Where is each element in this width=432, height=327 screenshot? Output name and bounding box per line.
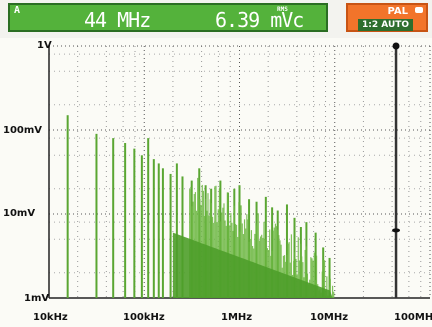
spectrum-bar	[214, 186, 216, 298]
spectrum-bar	[290, 234, 293, 298]
cursor-marker-top	[392, 42, 400, 50]
x-tick-label: 10MHz	[310, 312, 349, 323]
spectrum-bar	[255, 223, 257, 298]
spectrum-bar	[287, 243, 289, 298]
spectrum-bar	[233, 205, 235, 298]
spectrum-bar	[147, 138, 150, 298]
spectrum-bar	[256, 225, 258, 298]
channel-label: A	[14, 5, 21, 16]
spectrum-bar	[321, 271, 323, 298]
spectrum-bar	[243, 219, 246, 298]
spectrum-bar	[226, 192, 229, 298]
y-tick-label: 100mV	[3, 125, 43, 136]
spectrum-bar	[305, 246, 307, 298]
spectrum-bar	[297, 237, 299, 298]
spectrum-bar	[95, 133, 98, 298]
noise-floor	[172, 232, 333, 298]
spectrum-bar	[329, 278, 331, 298]
x-tick-label: 100kHz	[123, 312, 165, 323]
spectrum-bar	[274, 223, 277, 298]
spectrum-bar	[197, 177, 199, 298]
spectrum-bar	[140, 155, 143, 298]
spectrum-bar	[333, 291, 335, 298]
spectrum-bar	[322, 260, 325, 298]
spectrum-bar	[312, 260, 314, 298]
spectrum-bar	[331, 285, 334, 298]
spectrum-bar	[246, 214, 248, 298]
spectrum-bar	[273, 227, 275, 298]
spectrum-bar	[301, 256, 303, 298]
spectrum-bar	[263, 221, 265, 298]
x-tick-label: 10kHz	[33, 312, 68, 323]
spectrum-bar	[326, 276, 328, 298]
spectrum-bar	[277, 229, 279, 298]
spectrum-bar	[299, 243, 302, 298]
spectrum-bar	[257, 213, 259, 298]
spectrum-bar	[133, 148, 136, 298]
spectrum-bar	[175, 163, 178, 298]
spectrum-bar	[302, 262, 304, 298]
y-tick-label: 10mV	[3, 208, 36, 219]
spectrum-bar	[201, 184, 203, 298]
spectrum-bar	[315, 255, 318, 298]
status-panel: PAL 1:2 AUTO	[346, 3, 428, 32]
spectrum-bar	[279, 240, 281, 298]
spectrum-bar	[311, 258, 313, 298]
spectrum-bar	[169, 173, 172, 298]
spectrum-bar	[275, 226, 278, 298]
spectrum-bar	[238, 202, 240, 298]
spectrum-bar	[313, 252, 315, 298]
x-tick-label: 1MHz	[221, 312, 253, 323]
cursor-marker-level	[392, 228, 401, 233]
spectrum-bar	[310, 257, 312, 298]
spectrum-bar	[269, 229, 271, 298]
spectrum-bar	[288, 242, 290, 298]
auto-mode-badge: 1:2 AUTO	[358, 19, 414, 31]
battery-icon	[415, 7, 423, 13]
amplitude-value: 6.39 mVc	[215, 8, 304, 32]
spectrum-bar	[304, 249, 306, 298]
spectrum-bar	[157, 163, 160, 298]
spectrum-bar	[285, 204, 288, 298]
spectrum-bar	[161, 168, 164, 298]
spectrum-bar	[278, 235, 280, 298]
spectrum-bar	[66, 115, 69, 298]
spectrum-bar	[272, 230, 274, 298]
frequency-value: 44 MHz	[84, 8, 151, 32]
spectrum-bar	[247, 219, 249, 298]
standard-label: PAL	[387, 6, 408, 17]
top-bar: A 44 MHz RMS 6.39 mVc PAL 1:2 AUTO	[0, 0, 432, 38]
spectrum-bar	[124, 143, 127, 298]
spectrum-bar	[223, 203, 225, 298]
spectrum-bar	[314, 232, 317, 298]
spectrum-bar	[240, 205, 242, 298]
measurement-readout: A 44 MHz RMS 6.39 mVc	[8, 3, 328, 32]
y-tick-label: 1V	[37, 40, 52, 51]
y-tick-label: 1mV	[24, 293, 50, 304]
spectrum-bar	[280, 244, 282, 298]
spectrum-bar	[218, 188, 221, 298]
spectrum-bar	[112, 138, 115, 298]
x-tick-label: 100MHz	[394, 312, 432, 323]
rms-label: RMS	[277, 6, 288, 13]
spectrum-bar	[328, 257, 331, 298]
spectrum-bar	[323, 260, 326, 298]
spectrum-bar	[294, 252, 296, 298]
spectrum-bar	[215, 185, 217, 298]
spectrum-bar	[152, 159, 155, 298]
